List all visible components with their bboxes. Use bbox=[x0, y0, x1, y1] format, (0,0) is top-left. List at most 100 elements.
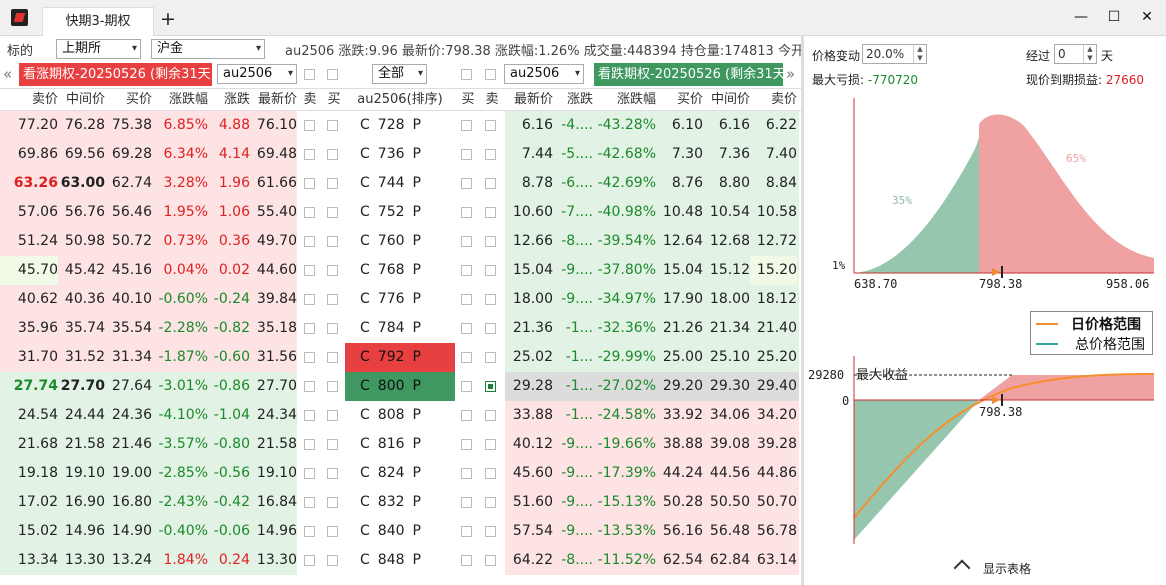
cell-p-pct[interactable]: -40.98% bbox=[597, 204, 656, 220]
header-bid[interactable]: 买价 bbox=[125, 92, 152, 107]
header-mid[interactable]: 中间价 bbox=[65, 92, 105, 107]
call-sell-checkbox[interactable] bbox=[304, 323, 315, 334]
cell-c-ask[interactable]: 21.68 bbox=[17, 436, 58, 452]
cell-c-chg[interactable]: 0.24 bbox=[218, 552, 250, 568]
cell-p-chg[interactable]: -1... bbox=[565, 378, 593, 394]
table-row[interactable]: 51.24 50.98 50.72 0.73% 0.36 49.70 12.66 -8....… bbox=[0, 227, 801, 256]
put-sell-checkbox[interactable] bbox=[485, 555, 496, 566]
cell-p-mid[interactable]: 44.56 bbox=[709, 465, 750, 481]
product-select[interactable]: 沪金 ▾ bbox=[151, 39, 265, 59]
exchange-select[interactable]: 上期所 ▾ bbox=[56, 39, 141, 59]
cell-c-chg[interactable]: -0.42 bbox=[213, 494, 250, 510]
cell-p-pct[interactable]: -42.69% bbox=[597, 175, 656, 191]
cell-c-last[interactable]: 27.70 bbox=[256, 378, 297, 394]
cell-p-ask[interactable]: 18.12 bbox=[756, 291, 797, 307]
cell-c-bid[interactable]: 16.80 bbox=[111, 494, 152, 510]
strike-label[interactable]: C 752 P bbox=[360, 198, 421, 227]
cell-p-chg[interactable]: -9.... bbox=[561, 465, 593, 481]
put-buy-checkbox[interactable] bbox=[461, 149, 472, 160]
put-buy-checkbox[interactable] bbox=[461, 236, 472, 247]
table-row[interactable]: 40.62 40.36 40.10 -0.60% -0.24 39.84 18.00 -9..… bbox=[0, 285, 801, 314]
cell-c-chg[interactable]: -0.56 bbox=[213, 465, 250, 481]
cell-c-bid[interactable]: 31.34 bbox=[111, 349, 152, 365]
cell-c-mid[interactable]: 63.00 bbox=[60, 175, 105, 191]
header-strike[interactable]: au2506(排序) bbox=[357, 92, 443, 107]
cell-p-ask[interactable]: 29.40 bbox=[756, 378, 797, 394]
call-sell-checkbox[interactable] bbox=[304, 178, 315, 189]
cell-c-mid[interactable]: 16.90 bbox=[64, 494, 105, 510]
put-buy-checkbox[interactable] bbox=[461, 526, 472, 537]
cell-c-chg[interactable]: 0.02 bbox=[218, 262, 250, 278]
cell-p-ask[interactable]: 21.40 bbox=[756, 320, 797, 336]
buy-all-checkbox[interactable] bbox=[327, 69, 338, 80]
call-sell-checkbox[interactable] bbox=[304, 265, 315, 276]
cell-c-bid[interactable]: 40.10 bbox=[111, 291, 152, 307]
call-buy-checkbox[interactable] bbox=[327, 468, 338, 479]
strike-label[interactable]: C 816 P bbox=[360, 430, 421, 459]
put-sell-checkbox[interactable] bbox=[485, 178, 496, 189]
call-buy-checkbox[interactable] bbox=[327, 236, 338, 247]
cell-p-chg[interactable]: -8.... bbox=[561, 233, 593, 249]
put-sell-checkbox[interactable] bbox=[485, 439, 496, 450]
cell-c-mid[interactable]: 27.70 bbox=[60, 378, 105, 394]
cell-c-chg[interactable]: 0.36 bbox=[218, 233, 250, 249]
call-sell-checkbox[interactable] bbox=[304, 236, 315, 247]
cell-p-chg[interactable]: -7.... bbox=[561, 204, 593, 220]
strike-label[interactable]: C 800 P bbox=[360, 372, 421, 401]
cell-c-mid[interactable]: 24.44 bbox=[64, 407, 105, 423]
cell-c-pct[interactable]: 1.84% bbox=[163, 552, 208, 568]
call-buy-checkbox[interactable] bbox=[327, 323, 338, 334]
header-put-last[interactable]: 最新价 bbox=[513, 92, 553, 107]
cell-p-mid[interactable]: 50.50 bbox=[709, 494, 750, 510]
cell-p-mid[interactable]: 18.00 bbox=[709, 291, 750, 307]
call-buy-checkbox[interactable] bbox=[327, 555, 338, 566]
cell-c-mid[interactable]: 56.76 bbox=[64, 204, 105, 220]
table-row[interactable]: 17.02 16.90 16.80 -2.43% -0.42 16.84 51.60 -9..… bbox=[0, 488, 801, 517]
cell-p-last[interactable]: 40.12 bbox=[512, 436, 553, 452]
cell-p-ask[interactable]: 39.28 bbox=[756, 436, 797, 452]
cell-p-bid[interactable]: 50.28 bbox=[662, 494, 703, 510]
cell-c-last[interactable]: 49.70 bbox=[256, 233, 297, 249]
put-buy-checkbox[interactable] bbox=[461, 265, 472, 276]
cell-c-mid[interactable]: 50.98 bbox=[64, 233, 105, 249]
cell-p-chg[interactable]: -1... bbox=[565, 407, 593, 423]
put-sell-checkbox[interactable] bbox=[485, 381, 496, 392]
cell-p-mid[interactable]: 7.36 bbox=[718, 146, 750, 162]
cell-p-mid[interactable]: 8.80 bbox=[718, 175, 750, 191]
put-buy-checkbox[interactable] bbox=[461, 120, 472, 131]
cell-p-mid[interactable]: 21.34 bbox=[709, 320, 750, 336]
call-sell-checkbox[interactable] bbox=[304, 381, 315, 392]
tab-options[interactable]: 快期3-期权 bbox=[42, 7, 154, 36]
put-sell-checkbox[interactable] bbox=[485, 352, 496, 363]
cell-c-chg[interactable]: 4.88 bbox=[218, 117, 250, 133]
cell-c-ask[interactable]: 35.96 bbox=[17, 320, 58, 336]
call-sell-checkbox[interactable] bbox=[304, 149, 315, 160]
cell-p-last[interactable]: 15.04 bbox=[512, 262, 553, 278]
put-buy-checkbox[interactable] bbox=[461, 468, 472, 479]
cell-p-last[interactable]: 33.88 bbox=[512, 407, 553, 423]
cell-c-bid[interactable]: 69.28 bbox=[111, 146, 152, 162]
cell-c-chg[interactable]: -1.04 bbox=[213, 407, 250, 423]
put-sell-checkbox[interactable] bbox=[485, 236, 496, 247]
cell-p-last[interactable]: 51.60 bbox=[512, 494, 553, 510]
cell-p-pct[interactable]: -19.66% bbox=[597, 436, 656, 452]
cell-c-ask[interactable]: 17.02 bbox=[17, 494, 58, 510]
put-buy-checkbox[interactable] bbox=[461, 323, 472, 334]
cell-c-chg[interactable]: -0.24 bbox=[213, 291, 250, 307]
cell-c-last[interactable]: 39.84 bbox=[256, 291, 297, 307]
cell-p-mid[interactable]: 62.84 bbox=[709, 552, 750, 568]
cell-c-bid[interactable]: 35.54 bbox=[111, 320, 152, 336]
cell-c-mid[interactable]: 76.28 bbox=[64, 117, 105, 133]
cell-c-pct[interactable]: 1.95% bbox=[163, 204, 208, 220]
sell-all-checkbox[interactable] bbox=[304, 69, 315, 80]
cell-c-pct[interactable]: -1.87% bbox=[158, 349, 208, 365]
minimize-button[interactable]: — bbox=[1074, 9, 1088, 25]
cell-c-bid[interactable]: 45.16 bbox=[111, 262, 152, 278]
cell-c-pct[interactable]: 6.34% bbox=[163, 146, 208, 162]
call-buy-checkbox[interactable] bbox=[327, 207, 338, 218]
cell-c-chg[interactable]: 4.14 bbox=[218, 146, 250, 162]
strike-label[interactable]: C 744 P bbox=[360, 169, 421, 198]
cell-c-chg[interactable]: 1.06 bbox=[218, 204, 250, 220]
cell-c-bid[interactable]: 27.64 bbox=[111, 378, 152, 394]
cell-c-pct[interactable]: -2.85% bbox=[158, 465, 208, 481]
